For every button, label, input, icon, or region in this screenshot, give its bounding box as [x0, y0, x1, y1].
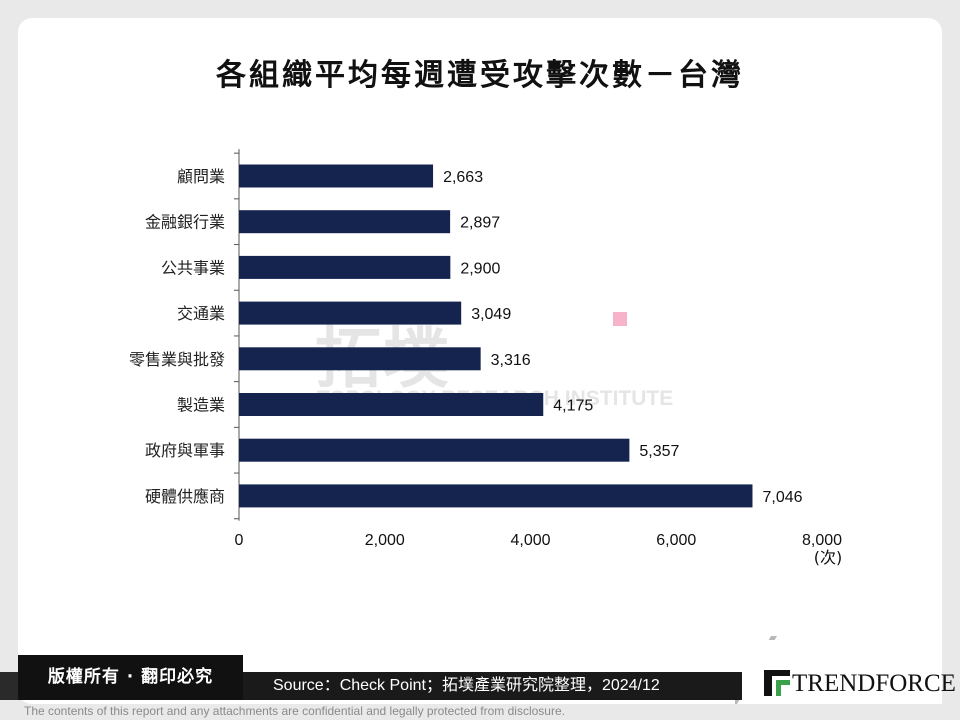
x-tick-label: 4,000 — [510, 532, 550, 549]
value-label: 2,900 — [460, 260, 500, 277]
source-label: Source：Check Point；拓墣產業研究院整理，2024/12 — [243, 672, 743, 700]
chart-title: 各組織平均每週遭受攻擊次數－台灣 — [216, 58, 744, 93]
bar — [239, 438, 630, 462]
value-label: 7,046 — [762, 489, 802, 506]
bar — [239, 347, 481, 371]
bar — [239, 301, 462, 325]
brand-logo: TRENDFORCE — [742, 640, 956, 704]
trendforce-logo-icon — [764, 670, 790, 696]
value-label: 3,049 — [471, 306, 511, 323]
bar — [239, 255, 451, 279]
x-tick-label: 8,000 — [802, 532, 842, 549]
brand-name: TRENDFORCE — [792, 670, 956, 697]
watermark-square-icon — [613, 312, 627, 326]
category-label: 公共事業 — [161, 258, 225, 277]
value-label: 2,897 — [460, 215, 500, 232]
bar — [239, 393, 544, 416]
disclaimer-text: The contents of this report and any atta… — [24, 704, 565, 718]
bar — [239, 210, 451, 234]
value-label: 2,663 — [443, 169, 483, 186]
category-label: 政府與軍事 — [145, 441, 225, 460]
category-label: 金融銀行業 — [145, 213, 225, 232]
category-label: 硬體供應商 — [145, 487, 225, 506]
bar — [239, 484, 753, 508]
bar — [239, 164, 434, 188]
value-label: 5,357 — [639, 443, 679, 460]
category-label: 零售業與批發 — [129, 350, 225, 369]
category-label: 製造業 — [177, 396, 225, 415]
bar-chart: 顧問業 2,663 金融銀行業 2,897 公共事業 2,900 交通業 3,049 零售業與批… — [129, 149, 843, 567]
category-label: 顧問業 — [177, 167, 225, 186]
x-tick-label: 6,000 — [656, 532, 696, 549]
x-unit-label: (次) — [814, 548, 843, 567]
category-label: 交通業 — [177, 304, 225, 323]
x-tick-label: 2,000 — [365, 532, 405, 549]
copyright-label: 版權所有 · 翻印必究 — [18, 655, 243, 700]
value-label: 3,316 — [491, 352, 531, 369]
value-label: 4,175 — [553, 398, 593, 415]
x-tick-label: 0 — [235, 532, 244, 549]
